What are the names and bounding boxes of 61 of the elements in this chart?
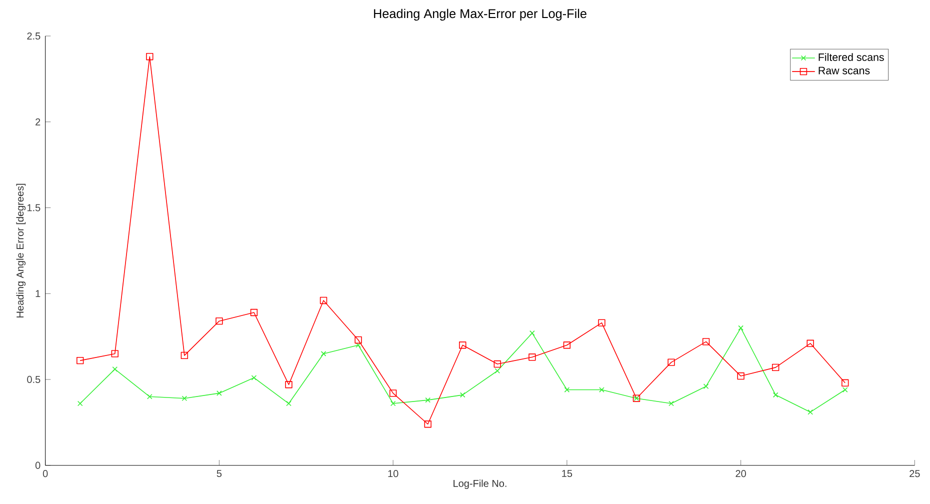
x-tick-label: 0 (42, 470, 48, 478)
point (528, 354, 536, 361)
point (737, 372, 744, 380)
point (563, 342, 571, 349)
x-axis-title: Log-File No. (454, 480, 506, 489)
point (251, 375, 257, 380)
point (424, 420, 432, 428)
point (216, 317, 223, 325)
point (182, 396, 188, 402)
y-tick-label: 1 (36, 290, 40, 298)
point (354, 336, 362, 344)
y-tick-label: 2 (36, 118, 40, 126)
point (111, 350, 118, 358)
point (494, 360, 501, 368)
point (772, 392, 778, 398)
point (599, 387, 604, 392)
point (356, 342, 361, 348)
point (250, 308, 258, 316)
legend-label: Filtered scans (818, 53, 884, 61)
y-axis-title: Heading Angle Error [degrees] (16, 184, 26, 318)
point (389, 390, 397, 397)
point (738, 325, 744, 331)
point (76, 356, 84, 364)
point (842, 387, 848, 392)
point (530, 330, 535, 336)
point (320, 296, 328, 304)
y-tick-label: 0.5 (27, 376, 40, 384)
y-tick-label: 2.5 (27, 32, 40, 40)
point (112, 366, 118, 372)
x-tick-label: 5 (216, 470, 222, 478)
x-tick-label: 25 (910, 470, 920, 478)
point (460, 392, 466, 398)
point (390, 400, 396, 406)
chart-title: Heading Angle Max-Error per Log-File (374, 8, 586, 21)
point (772, 364, 780, 372)
legend-label: Raw scans (818, 66, 870, 74)
point (286, 400, 292, 406)
point (598, 319, 606, 326)
point (564, 387, 570, 392)
y-tick-label: 1.5 (27, 204, 40, 212)
x-tick-label: 10 (388, 470, 398, 478)
point (425, 397, 431, 403)
point (806, 340, 814, 348)
point (285, 381, 292, 388)
point (320, 351, 326, 356)
point (494, 368, 500, 374)
point (668, 400, 674, 406)
point (216, 390, 222, 396)
point (459, 342, 466, 349)
point (842, 379, 849, 386)
x-tick-label: 15 (562, 470, 572, 478)
point (180, 352, 188, 360)
point (146, 53, 154, 60)
point (77, 400, 83, 406)
y-tick-label: 0 (35, 462, 40, 469)
point (146, 394, 152, 400)
point (702, 338, 710, 346)
point (808, 409, 814, 415)
point (668, 358, 675, 366)
x-tick-label: 20 (736, 470, 746, 478)
point (703, 384, 709, 389)
